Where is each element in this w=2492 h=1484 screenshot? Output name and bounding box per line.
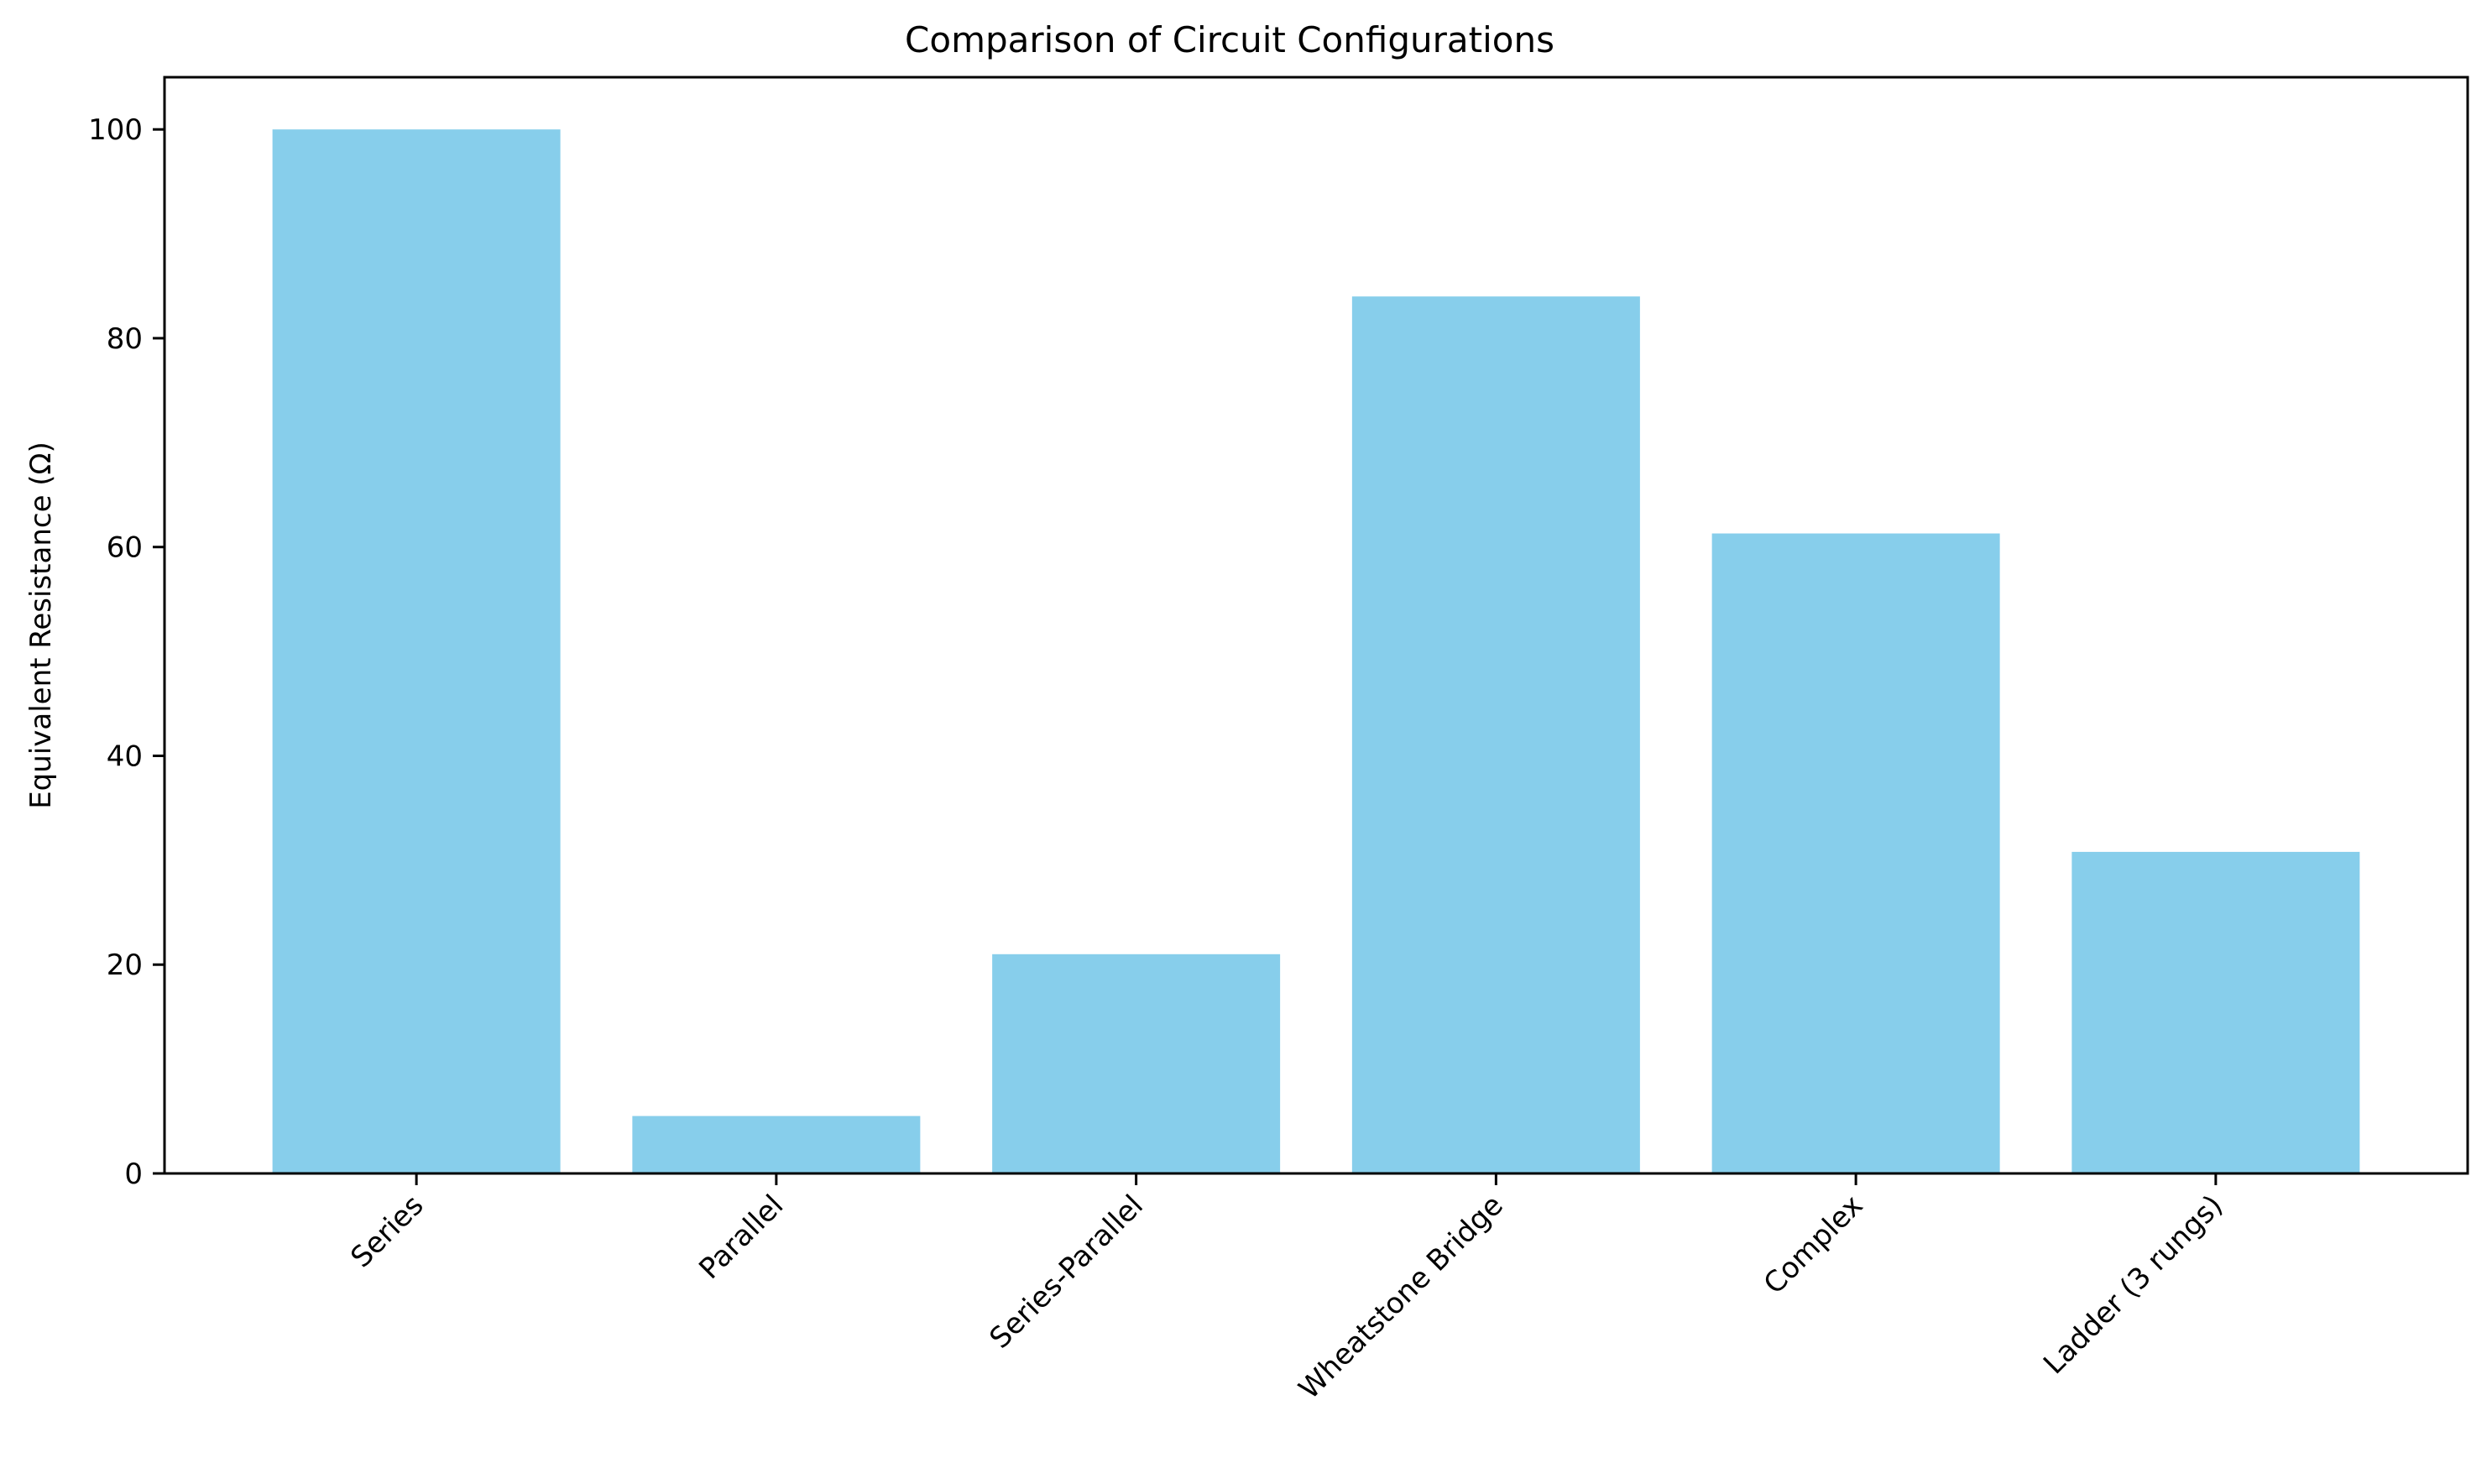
y-tick-label: 100 — [88, 113, 143, 147]
bars-group — [272, 129, 2360, 1174]
x-tick-label: Complex — [1758, 1189, 1870, 1301]
bar-parallel — [632, 1116, 921, 1173]
x-tick-label: Series — [344, 1189, 430, 1274]
bar-complex — [1711, 533, 2000, 1173]
y-tick-label: 20 — [107, 948, 143, 982]
bar-series — [272, 129, 561, 1174]
y-axis-label: Equivalent Resistance (Ω) — [24, 442, 58, 809]
x-tick-label: Series-Parallel — [983, 1189, 1149, 1355]
x-tick-label: Parallel — [692, 1189, 790, 1286]
bar-wheatstone-bridge — [1351, 296, 1640, 1174]
x-tick-label: Wheatstone Bridge — [1293, 1189, 1510, 1406]
x-tick-label: Ladder (3 rungs) — [2037, 1189, 2229, 1381]
bar-ladder-3-rungs — [2071, 851, 2360, 1173]
x-axis-ticks: Series Parallel Series-Parallel Wheatstone … — [344, 1173, 2229, 1406]
y-axis-ticks: 0 20 40 60 80 100 — [88, 113, 165, 1191]
y-tick-label: 80 — [107, 322, 143, 356]
y-tick-label: 60 — [107, 531, 143, 565]
bar-series-parallel — [992, 954, 1281, 1173]
plot-frame — [163, 76, 2469, 1175]
y-tick-label: 0 — [124, 1157, 143, 1191]
chart-title: Comparison of Circuit Configurations — [905, 19, 1554, 60]
y-tick-label: 40 — [107, 739, 143, 773]
